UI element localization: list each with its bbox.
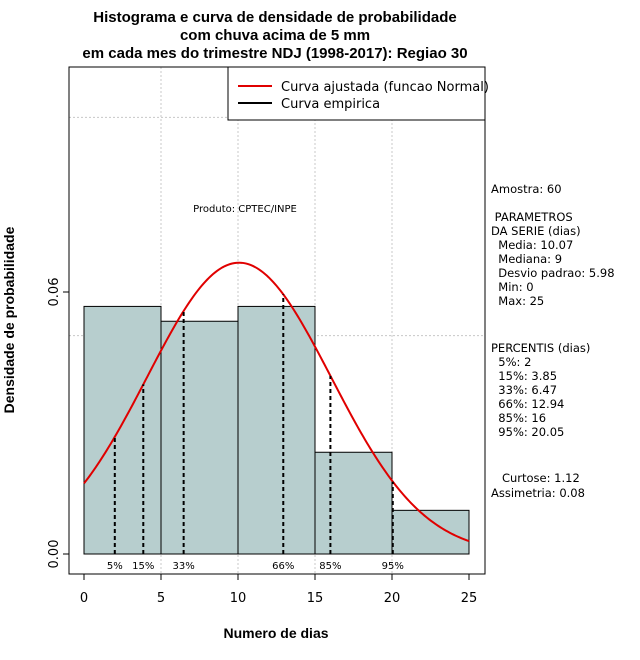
stat-percentiles-heading: PERCENTIS (dias) — [491, 341, 590, 355]
stat-params-subheading: DA SERIE (dias) — [491, 224, 581, 238]
stat-median: Mediana: 9 — [491, 252, 562, 266]
x-tick-label: 5 — [157, 591, 165, 606]
histogram-bar — [83, 305, 162, 555]
stat-max: Max: 25 — [491, 294, 544, 308]
legend-box — [227, 66, 486, 121]
chart-title-line-1: Histograma e curva de densidade de proba… — [93, 9, 456, 26]
x-axis-title: Numero de dias — [223, 625, 328, 641]
legend-label-empirical: Curva empirica — [281, 97, 380, 112]
stat-p15: 15%: 3.85 — [491, 369, 557, 383]
legend-label-fitted: Curva ajustada (funcao Normal) — [281, 80, 489, 95]
histogram-bars — [83, 305, 470, 555]
histogram-bar — [160, 320, 239, 555]
product-annotation: Produto: CPTEC/INPE — [193, 204, 297, 215]
stat-std-dev: Desvio padrao: 5.98 — [491, 266, 615, 280]
stat-p5: 5%: 2 — [491, 355, 531, 369]
percentile-label: 66% — [272, 561, 294, 572]
histogram-bar — [391, 509, 470, 555]
stat-p85: 85%: 16 — [491, 411, 546, 425]
stat-p95: 95%: 20.05 — [491, 425, 564, 439]
y-tick-label: 0.06 — [47, 278, 62, 307]
percentile-lines: 5% 15% 33% 66% 85% 95% — [107, 294, 404, 572]
y-tick-label: 0.00 — [47, 540, 62, 569]
normal-curve — [83, 261, 470, 543]
histogram-bar — [314, 451, 393, 555]
stat-mean: Media: 10.07 — [491, 238, 573, 252]
axes: 0 5 10 15 20 25 0.00 0.06 — [47, 278, 477, 606]
stat-p33: 33%: 6.47 — [491, 383, 557, 397]
histogram-bar — [237, 305, 316, 555]
percentile-label: 33% — [173, 561, 195, 572]
stat-skewness: Assimetria: 0.08 — [491, 486, 585, 500]
statistics-panel: Amostra: 60 PARAMETROS DA SERIE (dias) M… — [491, 182, 615, 500]
legend: Curva ajustada (funcao Normal) Curva emp… — [227, 66, 489, 121]
percentile-label: 85% — [319, 561, 341, 572]
stat-sample-size: Amostra: 60 — [491, 182, 562, 196]
x-tick-label: 15 — [307, 591, 324, 606]
x-tick-label: 0 — [80, 591, 88, 606]
chart-title-line-2: com chuva acima de 5 mm — [180, 27, 370, 44]
x-tick-label: 20 — [384, 591, 401, 606]
x-tick-label: 10 — [230, 591, 247, 606]
chart-title-line-3: em cada mes do trimestre NDJ (1998-2017)… — [82, 45, 467, 62]
normal-curve-layer — [83, 261, 470, 543]
y-axis-title: Densidade de probabilidade — [1, 226, 17, 413]
percentile-label: 5% — [107, 561, 123, 572]
percentile-label: 15% — [132, 561, 154, 572]
stat-params-heading: PARAMETROS — [491, 210, 573, 224]
stat-p66: 66%: 12.94 — [491, 397, 564, 411]
x-tick-label: 25 — [461, 591, 478, 606]
stat-min: Min: 0 — [491, 280, 534, 294]
stat-kurtosis: Curtose: 1.12 — [491, 471, 580, 485]
percentile-label: 95% — [382, 561, 404, 572]
